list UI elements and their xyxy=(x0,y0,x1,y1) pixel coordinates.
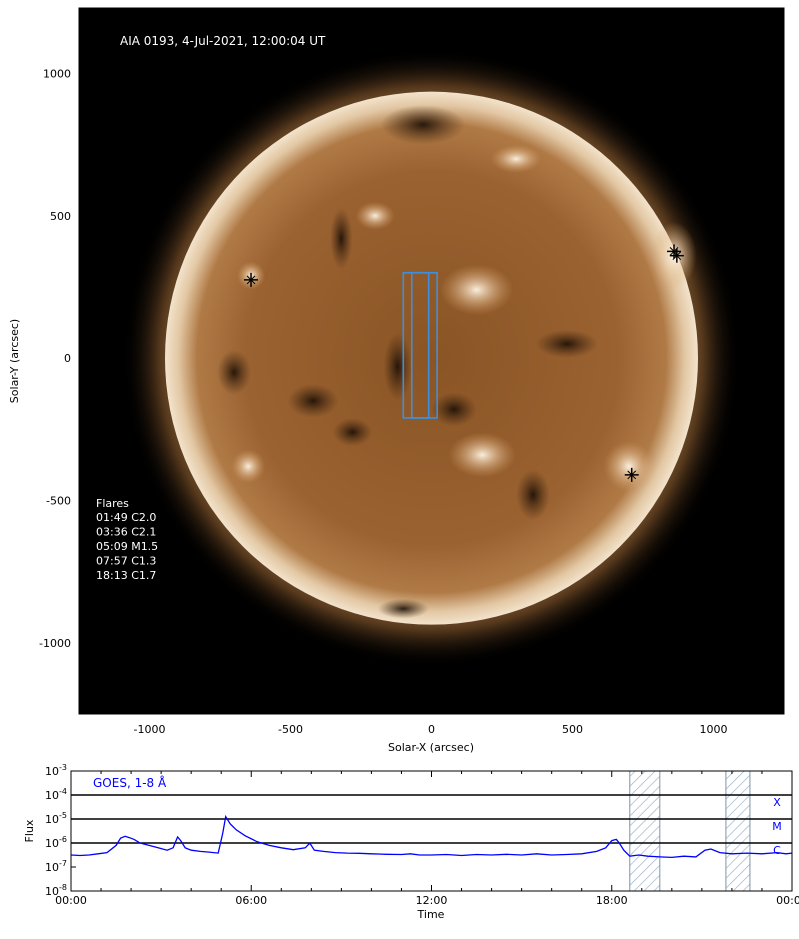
coronal-hole xyxy=(377,598,429,619)
goes-y-tick-label: 10-5 xyxy=(45,811,67,826)
y-tick-label: 1000 xyxy=(43,67,71,80)
map-title: AIA 0193, 4-Jul-2021, 12:00:04 UT xyxy=(120,34,326,48)
flare-list-item: 18:13 C1.7 xyxy=(96,569,156,582)
flare-list-item: 05:09 M1.5 xyxy=(96,540,158,553)
flare-marker xyxy=(244,272,259,287)
x-tick-label: 1000 xyxy=(700,723,728,736)
x-tick-label: 500 xyxy=(562,723,583,736)
coronal-hole xyxy=(332,418,373,447)
coronal-hole xyxy=(217,349,252,395)
flare-marker xyxy=(669,248,684,263)
coronal-hole xyxy=(516,469,550,521)
coronal-hole xyxy=(287,383,339,418)
goes-panel: 00:00 06:00 12:00 18:00 00:00 10-3 10-4 10-5 10… xyxy=(23,763,799,921)
coronal-hole xyxy=(329,207,353,270)
flare-list-item: 01:49 C2.0 xyxy=(96,511,156,524)
slit-box xyxy=(410,271,430,419)
map-x-axis-label: Solar-X (arcsec) xyxy=(388,741,474,754)
coronal-hole xyxy=(535,329,598,359)
active-region xyxy=(439,264,514,316)
hatched-interval xyxy=(629,771,661,891)
y-tick-label: -1000 xyxy=(39,637,71,650)
goes-x-tick-label: 00:00 xyxy=(55,894,87,907)
x-tick-label: 0 xyxy=(428,723,435,736)
flare-class-label: X xyxy=(773,796,781,809)
active-region xyxy=(490,144,542,173)
coronal-hole xyxy=(431,392,477,427)
goes-x-tick-label: 12:00 xyxy=(416,894,448,907)
goes-title: GOES, 1-8 Å xyxy=(93,775,167,790)
active-region xyxy=(355,201,395,230)
y-tick-label: 0 xyxy=(64,352,71,365)
goes-flux-line xyxy=(71,814,792,859)
goes-y-tick-label: 10-8 xyxy=(45,883,67,898)
solar-map-panel: AIA 0193, 4-Jul-2021, 12:00:04 UT Flares… xyxy=(8,7,785,754)
map-y-axis-label: Solar-Y (arcsec) xyxy=(8,319,21,403)
solar-disk xyxy=(165,91,698,625)
flare-class-label: C xyxy=(773,844,781,857)
goes-y-tick-label: 10-6 xyxy=(45,835,67,850)
y-tick-label: 500 xyxy=(50,210,71,223)
active-region xyxy=(231,449,266,484)
hatched-interval xyxy=(725,771,751,891)
x-tick-label: -500 xyxy=(278,723,303,736)
flare-list-item: 07:57 C1.3 xyxy=(96,555,156,568)
coronal-hole xyxy=(383,332,412,401)
goes-x-tick-label: 18:00 xyxy=(596,894,628,907)
goes-x-tick-label: 00:00 xyxy=(776,894,799,907)
goes-y-tick-label: 10-3 xyxy=(45,763,67,778)
goes-x-tick-label: 06:00 xyxy=(235,894,267,907)
flare-list-title: Flares xyxy=(96,497,129,510)
flare-marker xyxy=(624,467,639,482)
goes-background xyxy=(71,771,792,891)
goes-x-axis-label: Time xyxy=(417,908,445,921)
coronal-hole xyxy=(380,104,466,145)
active-region xyxy=(603,440,655,492)
active-region xyxy=(448,432,517,478)
x-tick-label: -1000 xyxy=(134,723,166,736)
flare-list-item: 03:36 C2.1 xyxy=(96,526,156,539)
y-tick-label: -500 xyxy=(46,494,71,507)
flare-class-label: M xyxy=(772,820,782,833)
goes-y-tick-label: 10-4 xyxy=(45,787,67,802)
goes-y-tick-label: 10-7 xyxy=(45,859,67,874)
goes-y-axis-label: Flux xyxy=(23,819,36,842)
